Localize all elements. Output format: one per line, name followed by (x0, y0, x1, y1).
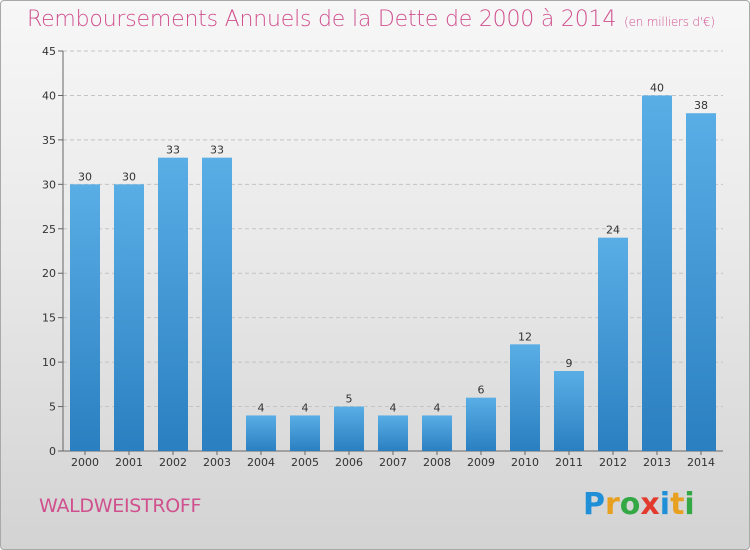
value-label: 4 (434, 401, 441, 414)
x-tick-label: 2003 (203, 456, 231, 469)
x-tick-label: 2004 (247, 456, 275, 469)
bar (598, 237, 628, 451)
x-tick-label: 2009 (467, 456, 495, 469)
logo-letter: t (670, 487, 685, 522)
grid-lines (63, 50, 723, 408)
bar (70, 184, 100, 452)
x-tick-label: 2000 (71, 456, 99, 469)
commune-name: WALDWEISTROFF (39, 495, 202, 517)
x-tick-label: 2005 (291, 456, 319, 469)
x-tick-label: 2013 (643, 456, 671, 469)
value-label: 40 (650, 81, 664, 94)
bars (70, 95, 716, 452)
logo-letter: i (684, 487, 695, 522)
x-tick-label: 2007 (379, 456, 407, 469)
bar (686, 113, 716, 451)
x-tick-label: 2008 (423, 456, 451, 469)
x-tick-label: 2001 (115, 456, 143, 469)
value-label: 5 (346, 393, 353, 406)
logo-letter: x (640, 487, 660, 522)
y-tick-label: 0 (49, 445, 56, 458)
value-label: 12 (518, 330, 532, 343)
bar (334, 406, 364, 451)
value-label: 38 (694, 99, 708, 112)
bar (554, 371, 584, 451)
value-label: 4 (390, 401, 397, 414)
value-label: 4 (258, 401, 265, 414)
bar (642, 95, 672, 451)
y-tick-label: 35 (42, 134, 56, 147)
logo-letter: o (619, 487, 641, 522)
chart-title-text: Remboursements Annuels de la Dette de 20… (27, 7, 617, 32)
bar (378, 415, 408, 451)
bar (114, 184, 144, 452)
x-tick-label: 2010 (511, 456, 539, 469)
value-label: 33 (210, 144, 224, 157)
proxiti-logo: Proxiti (583, 487, 695, 522)
bar (202, 157, 232, 451)
logo-letter: i (659, 487, 671, 522)
chart-subtitle: (en milliers d'€) (624, 15, 715, 29)
value-label: 4 (302, 401, 309, 414)
y-tick-label: 45 (42, 45, 56, 58)
x-tick-label: 2011 (555, 456, 583, 469)
x-tick-label: 2014 (687, 456, 715, 469)
bar (510, 344, 540, 451)
y-tick-label: 15 (42, 312, 56, 325)
y-tick-label: 25 (42, 223, 56, 236)
logo-letter: r (605, 487, 620, 522)
value-label: 24 (606, 224, 620, 237)
value-label: 33 (166, 144, 180, 157)
x-tick-label: 2002 (159, 456, 187, 469)
value-label: 6 (478, 384, 485, 397)
y-tick-label: 30 (42, 178, 56, 191)
bar (158, 157, 188, 451)
y-tick-label: 10 (42, 356, 56, 369)
y-tick-label: 5 (49, 401, 56, 414)
x-tick-label: 2012 (599, 456, 627, 469)
bar (466, 397, 496, 451)
y-tick-label: 40 (42, 89, 56, 102)
bar (422, 415, 452, 451)
chart-title: Remboursements Annuels de la Dette de 20… (27, 7, 715, 32)
labels: 0510152025303540453020003020013320023320… (42, 45, 715, 469)
value-label: 30 (78, 170, 92, 183)
logo-letter: P (583, 487, 605, 522)
value-label: 9 (566, 357, 573, 370)
y-tick-label: 20 (42, 267, 56, 280)
bar (290, 415, 320, 451)
value-label: 30 (122, 170, 136, 183)
x-tick-label: 2006 (335, 456, 363, 469)
bar (246, 415, 276, 451)
